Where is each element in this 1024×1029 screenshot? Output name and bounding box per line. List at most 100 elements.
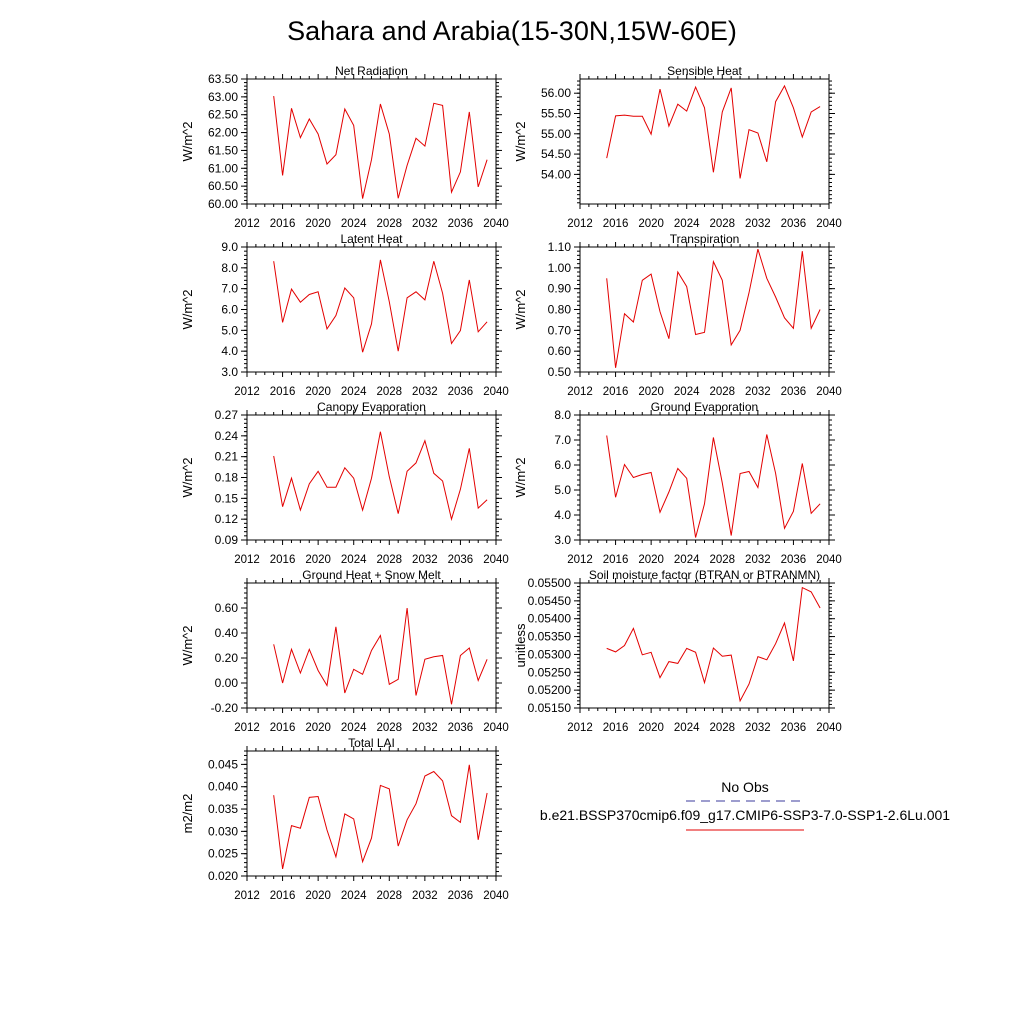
plot-frame [579, 414, 830, 541]
x-tick-label: 2016 [270, 386, 296, 398]
y-tick-label: 62.00 [208, 126, 238, 140]
y-tick-label: 0.21 [215, 450, 239, 464]
y-tick-label: 4.0 [221, 344, 238, 358]
plot-frame [579, 78, 830, 205]
x-tick-label: 2028 [709, 218, 735, 230]
y-axis-label: m2/m2 [180, 794, 195, 834]
panel-title: Canopy Evaporation [317, 400, 426, 414]
y-tick-label: 61.00 [208, 161, 238, 175]
x-tick-label: 2032 [745, 554, 771, 566]
x-tick-label: 2016 [270, 890, 296, 902]
y-tick-label: 0.90 [548, 282, 572, 296]
panel-ground-evaporation: Ground Evaporation W/m^2 2012 2016 2020 2024 2… [513, 400, 842, 566]
x-tick-label: 2012 [234, 386, 260, 398]
x-tick-label: 2032 [745, 722, 771, 734]
y-tick-label: 0.05150 [528, 701, 572, 715]
x-tick-label: 2036 [448, 890, 474, 902]
y-tick-label: 7.0 [221, 282, 238, 296]
y-tick-label: 4.0 [554, 508, 571, 522]
y-tick-label: 0.70 [548, 323, 572, 337]
y-tick-label: 0.05250 [528, 665, 572, 679]
panel-title: Transpiration [670, 232, 740, 246]
x-tick-label: 2028 [709, 386, 735, 398]
x-tick-label: 2016 [270, 554, 296, 566]
x-tick-label: 2028 [709, 554, 735, 566]
y-tick-label: 63.00 [208, 90, 238, 104]
y-tick-label: 1.10 [548, 240, 572, 254]
x-tick-label: 2036 [448, 554, 474, 566]
series-line-total-lai [273, 764, 488, 870]
y-tick-label: 0.030 [208, 824, 238, 838]
series-line-ground-evaporation [606, 434, 821, 538]
panel-title: Ground Evaporation [651, 400, 758, 414]
y-tick-label: 0.50 [548, 365, 572, 379]
y-axis-label: W/m^2 [180, 625, 195, 665]
y-tick-label: 5.0 [221, 323, 238, 337]
legend-label-model-run: b.e21.BSSP370cmip6.f09_g17.CMIP6-SSP3-7.… [540, 807, 950, 823]
x-tick-label: 2036 [781, 722, 807, 734]
x-tick-label: 2020 [638, 386, 664, 398]
y-tick-label: 0.05500 [528, 576, 572, 590]
x-tick-label: 2020 [305, 218, 331, 230]
series-line-net-radiation [273, 96, 488, 199]
x-tick-label: 2024 [674, 554, 700, 566]
x-tick-label: 2036 [448, 218, 474, 230]
x-tick-label: 2016 [603, 554, 629, 566]
x-tick-label: 2032 [745, 386, 771, 398]
x-tick-label: 2040 [816, 386, 842, 398]
y-axis-label: W/m^2 [513, 289, 528, 329]
x-tick-label: 2024 [341, 554, 367, 566]
x-tick-label: 2012 [567, 218, 593, 230]
x-tick-label: 2024 [674, 386, 700, 398]
series-line-transpiration [606, 248, 821, 368]
y-tick-label: 7.0 [554, 433, 571, 447]
y-tick-label: 60.00 [208, 197, 238, 211]
y-tick-label: 0.045 [208, 757, 238, 771]
series-line-ground-heat-snow-melt [273, 607, 488, 705]
y-tick-label: 56.00 [541, 86, 571, 100]
x-tick-label: 2024 [341, 386, 367, 398]
y-tick-label: 0.020 [208, 869, 238, 883]
x-tick-label: 2040 [483, 722, 509, 734]
y-tick-label: 0.27 [215, 408, 239, 422]
y-tick-label: 0.60 [548, 344, 572, 358]
y-tick-label: 8.0 [221, 261, 238, 275]
x-tick-label: 2032 [745, 218, 771, 230]
y-tick-label: 1.00 [548, 261, 572, 275]
plot-frame [579, 246, 830, 373]
x-tick-label: 2024 [674, 218, 700, 230]
panel-transpiration: Transpiration W/m^2 2012 2016 2020 2024 2028 20… [513, 232, 842, 398]
x-tick-label: 2028 [709, 722, 735, 734]
y-tick-label: 0.05200 [528, 683, 572, 697]
y-tick-label: 0.80 [548, 303, 572, 317]
y-tick-label: 0.40 [215, 626, 239, 640]
x-tick-label: 2032 [412, 554, 438, 566]
y-tick-label: 9.0 [221, 240, 238, 254]
y-tick-label: 61.50 [208, 143, 238, 157]
plot-frame [246, 750, 497, 877]
panel-total-lai: Total LAI m2/m2 2012 2016 2020 2024 2028 2032 20… [180, 736, 509, 902]
x-tick-label: 2028 [376, 890, 402, 902]
x-tick-label: 2036 [781, 218, 807, 230]
x-tick-label: 2016 [603, 722, 629, 734]
panel-title: Total LAI [348, 736, 395, 750]
x-tick-label: 2040 [483, 554, 509, 566]
y-axis-label: W/m^2 [513, 121, 528, 161]
x-tick-label: 2024 [341, 890, 367, 902]
x-tick-label: 2020 [638, 554, 664, 566]
x-tick-label: 2040 [483, 386, 509, 398]
legend: No Obs b.e21.BSSP370cmip6.f09_g17.CMIP6-… [540, 779, 950, 831]
y-tick-label: 54.00 [541, 167, 571, 181]
x-tick-label: 2036 [448, 722, 474, 734]
y-tick-label: 0.05300 [528, 647, 572, 661]
y-tick-label: 0.025 [208, 847, 238, 861]
y-tick-label: 5.0 [554, 483, 571, 497]
y-tick-label: 62.50 [208, 108, 238, 122]
y-tick-label: 55.50 [541, 106, 571, 120]
y-tick-label: 0.20 [215, 651, 239, 665]
x-tick-label: 2020 [305, 890, 331, 902]
series-line-latent-heat [273, 259, 488, 353]
panel-title: Net Radiation [335, 64, 408, 78]
